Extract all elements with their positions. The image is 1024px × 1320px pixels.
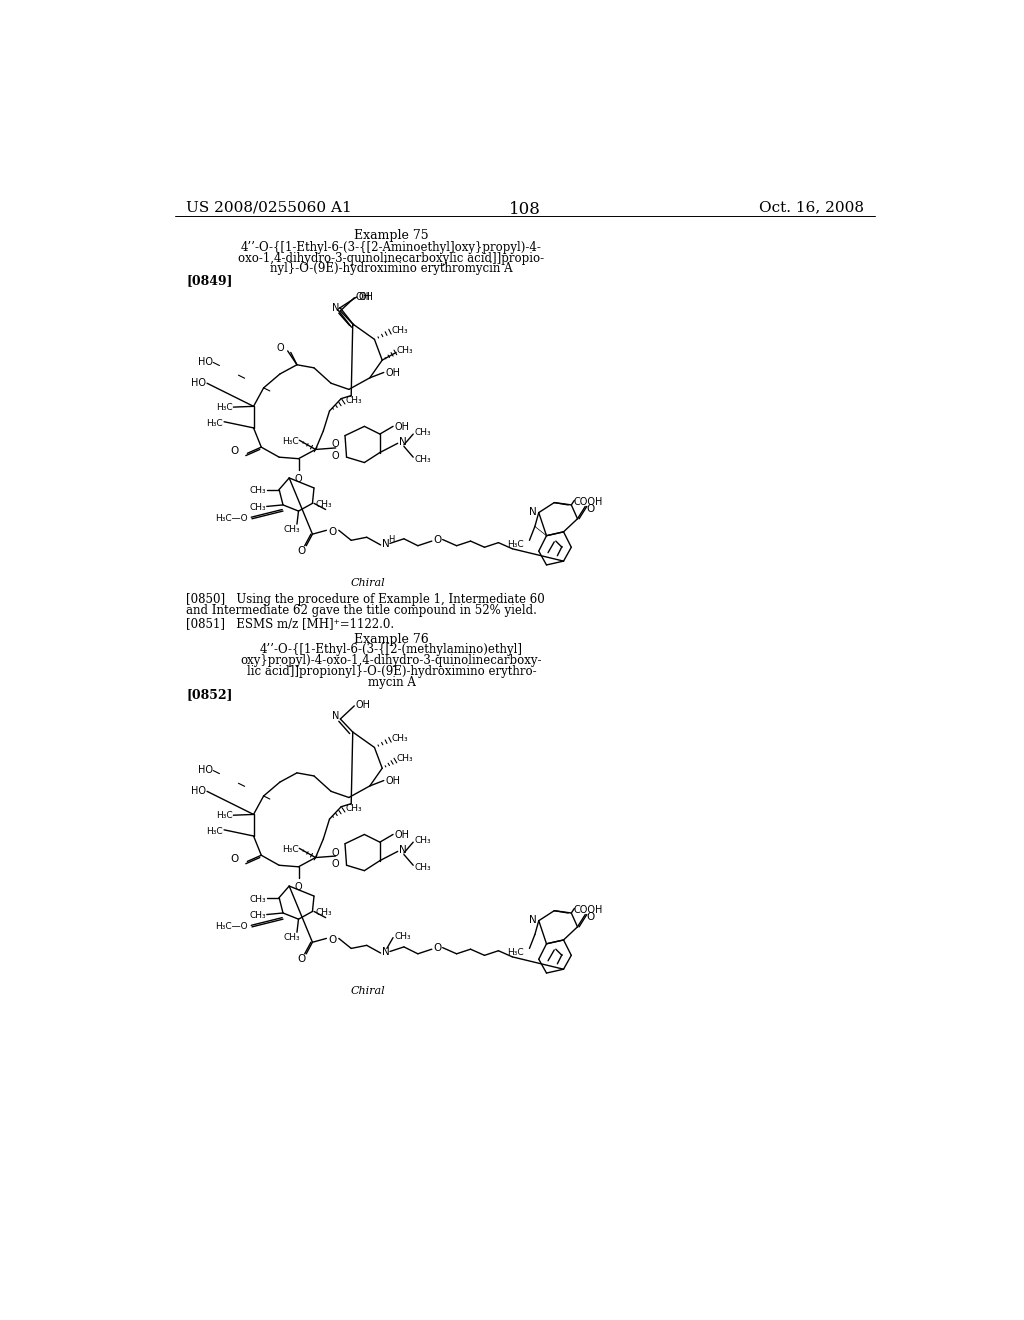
- Text: N: N: [382, 539, 390, 549]
- Text: Chiral: Chiral: [351, 986, 386, 997]
- Text: H₃C: H₃C: [507, 540, 523, 549]
- Text: 4’’-O-{[1-Ethyl-6-(3-{[2-(methylamino)ethyl]: 4’’-O-{[1-Ethyl-6-(3-{[2-(methylamino)et…: [260, 644, 523, 656]
- Text: H: H: [388, 535, 395, 544]
- Text: CH₃: CH₃: [345, 804, 361, 813]
- Text: CH₃: CH₃: [345, 396, 361, 405]
- Text: O: O: [331, 440, 339, 449]
- Text: CH₃: CH₃: [249, 895, 266, 903]
- Text: H₃C: H₃C: [206, 826, 222, 836]
- Text: O: O: [230, 854, 239, 865]
- Text: CH₃: CH₃: [391, 734, 409, 743]
- Text: O: O: [331, 847, 339, 858]
- Text: H₃C: H₃C: [507, 948, 523, 957]
- Text: Example 76: Example 76: [354, 632, 429, 645]
- Text: H₃C: H₃C: [282, 845, 299, 854]
- Text: OH: OH: [385, 776, 400, 785]
- Text: CH₃: CH₃: [284, 933, 301, 942]
- Text: O: O: [328, 527, 336, 537]
- Text: N: N: [399, 845, 407, 855]
- Text: lic acid]]propionyl}-O-(9E)-hydroximino erythro-: lic acid]]propionyl}-O-(9E)-hydroximino …: [247, 665, 537, 678]
- Text: O: O: [328, 936, 336, 945]
- Text: CH₃: CH₃: [284, 525, 301, 533]
- Text: CH₃: CH₃: [315, 500, 332, 510]
- Text: 4’’-O-{[1-Ethyl-6-(3-{[2-Aminoethyl]oxy}propyl)-4-: 4’’-O-{[1-Ethyl-6-(3-{[2-Aminoethyl]oxy}…: [241, 240, 542, 253]
- Text: HO: HO: [190, 785, 206, 796]
- Text: N: N: [332, 711, 339, 721]
- Text: O: O: [332, 451, 340, 461]
- Text: HO: HO: [199, 358, 213, 367]
- Text: Oct. 16, 2008: Oct. 16, 2008: [759, 201, 864, 215]
- Text: OH: OH: [385, 368, 400, 378]
- Text: [0852]: [0852]: [186, 688, 232, 701]
- Text: O: O: [298, 954, 306, 964]
- Text: O: O: [433, 942, 441, 953]
- Text: N: N: [332, 302, 339, 313]
- Text: [0849]: [0849]: [186, 275, 232, 286]
- Text: CH₃: CH₃: [249, 487, 266, 495]
- Text: 108: 108: [509, 201, 541, 218]
- Text: [0851]   ESMS m/z [MH]⁺=1122.0.: [0851] ESMS m/z [MH]⁺=1122.0.: [186, 618, 394, 631]
- Text: CH₃: CH₃: [315, 908, 332, 917]
- Text: O: O: [295, 882, 302, 892]
- Text: CH₃: CH₃: [415, 428, 431, 437]
- Text: CH₃: CH₃: [249, 911, 266, 920]
- Text: OH: OH: [394, 830, 410, 840]
- Text: H₃C—O: H₃C—O: [215, 515, 248, 523]
- Text: US 2008/0255060 A1: US 2008/0255060 A1: [186, 201, 352, 215]
- Text: O: O: [587, 912, 595, 923]
- Text: O: O: [230, 446, 239, 455]
- Text: N: N: [528, 507, 537, 517]
- Text: HO: HO: [190, 378, 206, 388]
- Text: O: O: [332, 859, 340, 869]
- Text: OH: OH: [359, 292, 374, 301]
- Text: OH: OH: [394, 422, 410, 432]
- Text: HO: HO: [199, 766, 213, 775]
- Text: N: N: [528, 915, 537, 925]
- Text: OH: OH: [356, 701, 371, 710]
- Text: H₃C: H₃C: [216, 404, 232, 412]
- Text: H₃C—O: H₃C—O: [215, 923, 248, 931]
- Text: Example 75: Example 75: [354, 230, 429, 243]
- Text: CH₃: CH₃: [394, 932, 412, 941]
- Text: O: O: [433, 535, 441, 545]
- Text: and Intermediate 62 gave the title compound in 52% yield.: and Intermediate 62 gave the title compo…: [186, 605, 537, 618]
- Text: [0850]   Using the procedure of Example 1, Intermediate 60: [0850] Using the procedure of Example 1,…: [186, 594, 545, 606]
- Text: nyl}-O-(9E)-hydroximino erythromycin A: nyl}-O-(9E)-hydroximino erythromycin A: [270, 263, 513, 276]
- Text: COOH: COOH: [573, 498, 603, 507]
- Text: CH₃: CH₃: [415, 455, 431, 463]
- Text: OH: OH: [356, 293, 371, 302]
- Text: O: O: [276, 343, 284, 354]
- Text: N: N: [382, 946, 390, 957]
- Text: O: O: [295, 474, 302, 484]
- Text: CH₃: CH₃: [415, 863, 431, 873]
- Text: O: O: [298, 545, 306, 556]
- Text: H₃C: H₃C: [282, 437, 299, 446]
- Text: Chiral: Chiral: [351, 578, 386, 587]
- Text: N: N: [399, 437, 407, 447]
- Text: CH₃: CH₃: [249, 503, 266, 512]
- Text: COOH: COOH: [573, 906, 603, 915]
- Text: O: O: [587, 504, 595, 513]
- Text: mycin A: mycin A: [368, 676, 416, 689]
- Text: H₃C: H₃C: [216, 812, 232, 820]
- Text: CH₃: CH₃: [397, 755, 414, 763]
- Text: CH₃: CH₃: [415, 836, 431, 845]
- Text: oxo-1,4-dihydro-3-quinolinecarboxylic acid]]propio-: oxo-1,4-dihydro-3-quinolinecarboxylic ac…: [239, 252, 545, 264]
- Text: CH₃: CH₃: [397, 346, 414, 355]
- Text: oxy}propyl)-4-oxo-1,4-dihydro-3-quinolinecarboxy-: oxy}propyl)-4-oxo-1,4-dihydro-3-quinolin…: [241, 655, 543, 668]
- Text: CH₃: CH₃: [391, 326, 409, 335]
- Text: H₃C: H₃C: [206, 418, 222, 428]
